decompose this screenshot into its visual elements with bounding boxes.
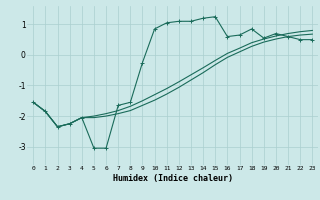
X-axis label: Humidex (Indice chaleur): Humidex (Indice chaleur) bbox=[113, 174, 233, 183]
